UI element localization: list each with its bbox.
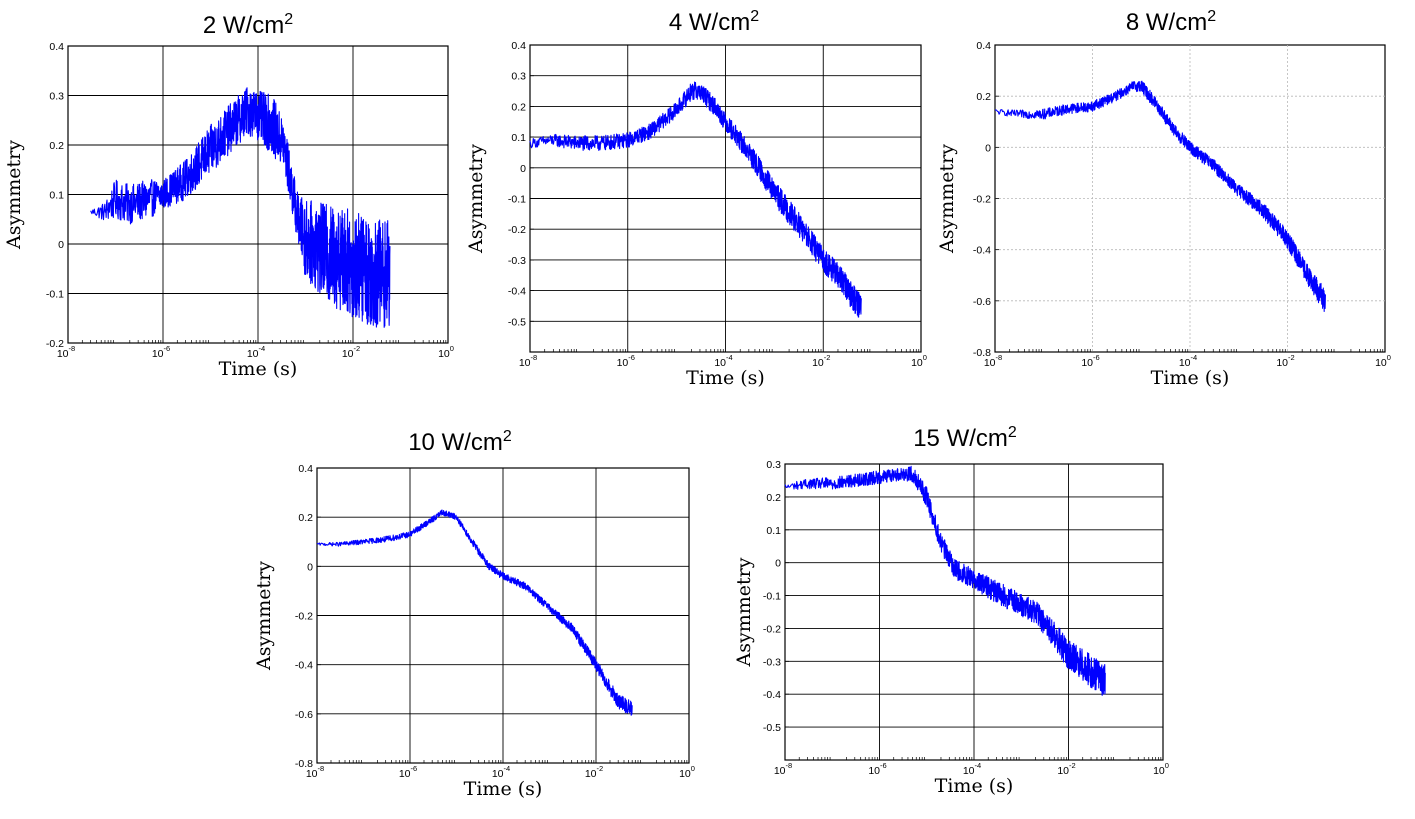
x-tick-label: 10-8 bbox=[57, 344, 75, 360]
x-tick-label: 10-4 bbox=[963, 761, 981, 777]
chart-panel-15w: 15 W/cm2 0.3 0.2 0.1 0 -0.1 -0.2 -0.3 -0.4 -0.5 10… bbox=[733, 410, 1205, 815]
y-tick-label: 0.4 bbox=[511, 40, 526, 52]
chart-panel-8w: 8 W/cm2 0.4 0.2 0 -0.2 -0.4 -0.6 -0.8 10-8 10-6 10… bbox=[935, 0, 1410, 405]
y-tick-label: 0.3 bbox=[511, 71, 526, 83]
y-tick-label: -0.8 bbox=[295, 758, 313, 770]
y-tick-label: 0.2 bbox=[766, 492, 781, 504]
y-tick-label: 0.1 bbox=[511, 132, 526, 144]
chart-panel-10w: 10 W/cm2 0.4 0.2 0 -0.2 -0.4 -0.6 -0.8 10-8 10-6 1… bbox=[240, 410, 710, 815]
x-tick-label: 10-6 bbox=[868, 761, 886, 777]
x-tick-label: 100 bbox=[1153, 761, 1169, 777]
y-tick-label: -0.2 bbox=[973, 194, 991, 206]
asymmetry-series-line bbox=[316, 509, 633, 716]
chart-panel-2w: 2 W/cm2 0.4 0.3 0.2 0.1 0 -0.1 -0.2 10-8 10-6 10-4… bbox=[0, 0, 470, 405]
y-tick-label: -0.5 bbox=[508, 316, 526, 328]
y-tick-label: 0.4 bbox=[976, 40, 991, 52]
asymmetry-series-line bbox=[784, 465, 1106, 696]
y-tick-label: -0.3 bbox=[763, 656, 781, 668]
x-tick-label: 100 bbox=[438, 344, 454, 360]
y-tick-label: -0.2 bbox=[46, 338, 64, 350]
chart-svg-8w: 8 W/cm2 0.4 0.2 0 -0.2 -0.4 -0.6 -0.810-8 10-6 10… bbox=[936, 8, 1391, 389]
x-tick-label: 10-4 bbox=[1179, 353, 1197, 369]
y-tick-label: -0.1 bbox=[763, 591, 781, 603]
chart-title: 8 W/cm2 bbox=[1126, 8, 1216, 36]
y-tick-label: -0.2 bbox=[763, 623, 781, 635]
x-axis-label: Time (s) bbox=[686, 367, 765, 389]
x-tick-label: 10-4 bbox=[247, 344, 265, 360]
chart-svg-15w: 15 W/cm2 0.3 0.2 0.1 0 -0.1 -0.2 -0.3 -0.4 -0.5 10… bbox=[733, 424, 1169, 797]
y-tick-label: -0.5 bbox=[763, 722, 781, 734]
y-tick-label: 0.3 bbox=[49, 91, 64, 103]
x-tick-label: 10-6 bbox=[1081, 353, 1099, 369]
asymmetry-series-line bbox=[529, 81, 862, 318]
chart-title: 2 W/cm2 bbox=[203, 11, 293, 39]
y-tick-label: 0.1 bbox=[49, 190, 64, 202]
y-tick-label: 0 bbox=[58, 239, 64, 251]
y-tick-label: -0.6 bbox=[973, 296, 991, 308]
y-axis-label: Asymmetry bbox=[733, 557, 755, 667]
x-axis-label: Time (s) bbox=[219, 358, 298, 380]
y-axis-label: Asymmetry bbox=[936, 144, 958, 254]
x-tick-label: 100 bbox=[679, 764, 695, 780]
x-tick-label: 10-8 bbox=[984, 353, 1002, 369]
y-tick-label: 0 bbox=[307, 561, 313, 573]
x-axis-label: Time (s) bbox=[935, 775, 1014, 797]
y-tick-label: -0.3 bbox=[508, 255, 526, 267]
asymmetry-series-line bbox=[994, 80, 1326, 312]
y-tick-label: 0 bbox=[520, 163, 526, 175]
chart-panel-4w: 4 W/cm2 0.4 0.3 0.2 0.1 0 -0.1 -0.2 -0.3 -0.4 -0.5… bbox=[460, 0, 935, 405]
x-tick-label: 10-6 bbox=[617, 353, 635, 369]
chart-svg-10w: 10 W/cm2 0.4 0.2 0 -0.2 -0.4 -0.6 -0.810-8 10-6 1… bbox=[253, 428, 695, 800]
x-tick-label: 10-2 bbox=[1057, 761, 1075, 777]
y-tick-label: -0.1 bbox=[46, 289, 64, 301]
y-tick-label: -0.4 bbox=[508, 286, 526, 298]
x-tick-label: 10-6 bbox=[399, 764, 417, 780]
asymmetry-series-line bbox=[90, 87, 391, 328]
y-tick-label: -0.6 bbox=[295, 709, 313, 721]
y-tick-label: 0.1 bbox=[766, 525, 781, 537]
x-tick-label: 10-2 bbox=[812, 353, 830, 369]
y-tick-label: -0.4 bbox=[973, 245, 991, 257]
y-tick-label: -0.4 bbox=[295, 660, 313, 672]
y-tick-label: 0.2 bbox=[49, 140, 64, 152]
x-tick-label: 10-8 bbox=[306, 764, 324, 780]
chart-svg-4w: 4 W/cm2 0.4 0.3 0.2 0.1 0 -0.1 -0.2 -0.3 -0.4 -0.5… bbox=[465, 8, 927, 389]
y-tick-label: 0.2 bbox=[976, 91, 991, 103]
y-tick-label: -0.2 bbox=[508, 224, 526, 236]
y-tick-label: -0.2 bbox=[295, 611, 313, 623]
x-tick-label: 10-2 bbox=[585, 764, 603, 780]
y-tick-label: -0.4 bbox=[763, 689, 781, 701]
y-tick-label: -0.8 bbox=[973, 347, 991, 359]
x-tick-label: 10-4 bbox=[492, 764, 510, 780]
y-axis-label: Asymmetry bbox=[3, 140, 25, 250]
y-tick-label: 0.4 bbox=[49, 41, 64, 53]
x-tick-label: 10-2 bbox=[1276, 353, 1294, 369]
x-tick-label: 100 bbox=[1375, 353, 1391, 369]
y-axis-label: Asymmetry bbox=[465, 144, 487, 254]
y-tick-label: 0.4 bbox=[298, 463, 313, 475]
x-tick-label: 10-4 bbox=[714, 353, 732, 369]
chart-title: 10 W/cm2 bbox=[408, 428, 512, 456]
y-tick-label: 0 bbox=[775, 558, 781, 570]
x-tick-label: 10-8 bbox=[519, 353, 537, 369]
x-axis-label: Time (s) bbox=[1151, 367, 1230, 389]
x-tick-label: 10-2 bbox=[342, 344, 360, 360]
x-tick-label: 10-6 bbox=[152, 344, 170, 360]
y-tick-label: -0.1 bbox=[508, 194, 526, 206]
x-tick-label: 100 bbox=[911, 353, 927, 369]
y-tick-label: 0 bbox=[985, 142, 991, 154]
y-tick-label: 0.2 bbox=[298, 512, 313, 524]
y-axis-label: Asymmetry bbox=[253, 561, 275, 671]
x-tick-label: 10-8 bbox=[774, 761, 792, 777]
chart-title: 4 W/cm2 bbox=[669, 8, 759, 36]
y-tick-label: 0.2 bbox=[511, 101, 526, 113]
chart-svg-2w: 2 W/cm2 0.4 0.3 0.2 0.1 0 -0.1 -0.210-8 10-6 10-4… bbox=[3, 11, 454, 380]
chart-title: 15 W/cm2 bbox=[913, 424, 1017, 452]
x-axis-label: Time (s) bbox=[464, 778, 543, 800]
y-tick-label: 0.3 bbox=[766, 459, 781, 471]
